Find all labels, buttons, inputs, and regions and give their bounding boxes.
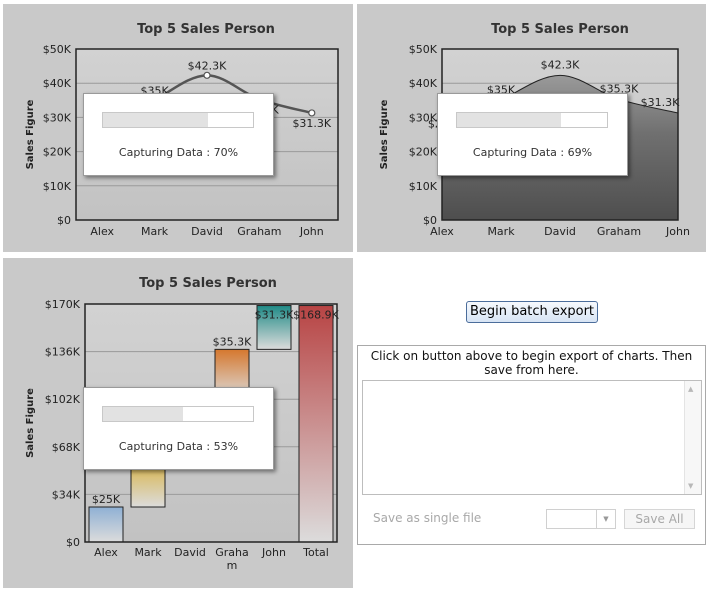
x-tick-label: David xyxy=(544,225,576,238)
y-tick-label: $170K xyxy=(45,298,81,311)
data-label: $42.3K xyxy=(188,59,227,72)
x-tick-label: Alex xyxy=(90,225,114,238)
x-tick-label-line: Alex xyxy=(94,546,118,559)
x-tick-label: Mark xyxy=(134,546,162,559)
y-tick-label: $20K xyxy=(409,146,438,159)
data-label: $168.9K xyxy=(293,309,339,322)
bar xyxy=(298,305,334,543)
data-point xyxy=(203,71,211,79)
y-tick-label: $30K xyxy=(409,111,438,124)
x-tick-label: Graham xyxy=(597,225,641,238)
data-label: $31.3K xyxy=(255,309,294,322)
chart-title: Top 5 Sales Person xyxy=(139,276,277,291)
progress-bar xyxy=(102,112,254,128)
y-tick-label: $10K xyxy=(409,180,438,193)
data-label: $31.3K xyxy=(292,117,331,130)
y-tick-label: $40K xyxy=(43,77,72,90)
scroll-up-icon[interactable]: ▲ xyxy=(688,385,694,393)
export-list[interactable]: ▲ ▼ xyxy=(362,380,702,495)
y-axis-title: Sales Figure xyxy=(25,99,36,169)
x-tick-label: John xyxy=(299,225,324,238)
data-label: $25K xyxy=(92,493,121,506)
y-tick-label: $136K xyxy=(45,346,81,359)
save-all-button[interactable]: Save All xyxy=(624,509,695,529)
progress-bar-fill xyxy=(103,407,183,421)
x-tick-label-line: David xyxy=(174,546,206,559)
x-tick-label: Graham xyxy=(237,225,281,238)
chevron-down-icon[interactable]: ▼ xyxy=(596,510,615,528)
y-axis-title: Sales Figure xyxy=(25,388,36,458)
data-label: $35.3K xyxy=(600,82,639,95)
x-tick-label-line: Mark xyxy=(134,546,162,559)
y-tick-label: $30K xyxy=(43,111,72,124)
x-tick-label: Alex xyxy=(94,546,118,559)
y-tick-label: $0 xyxy=(423,214,437,227)
progress-dialog: Capturing Data : 53% xyxy=(83,387,274,470)
data-label: $31.3K xyxy=(641,96,680,109)
x-tick-label: Mark xyxy=(141,225,169,238)
x-tick-label-line: m xyxy=(227,559,238,572)
x-tick-label: John xyxy=(261,546,286,559)
data-label: $42.3K xyxy=(541,58,580,71)
export-instructions: Click on button above to begin export of… xyxy=(370,349,693,377)
progress-bar-fill xyxy=(103,113,208,127)
y-tick-label: $0 xyxy=(66,536,80,549)
format-select[interactable]: ▼ xyxy=(546,509,616,529)
y-tick-label: $40K xyxy=(409,77,438,90)
progress-dialog: Capturing Data : 70% xyxy=(83,93,274,176)
plot-border xyxy=(75,48,339,221)
progress-bar xyxy=(456,112,608,128)
scroll-down-icon[interactable]: ▼ xyxy=(688,482,694,490)
chart-title: Top 5 Sales Person xyxy=(491,22,629,37)
x-tick-label: David xyxy=(191,225,223,238)
x-tick-label-line: Graha xyxy=(215,546,249,559)
y-tick-label: $102K xyxy=(45,393,81,406)
begin-batch-export-button[interactable]: Begin batch export xyxy=(466,301,598,323)
chart-panel-bar: Top 5 Sales Person $0 $34K $68K $102K $136K $1… xyxy=(3,258,353,588)
progress-text: Capturing Data : 70% xyxy=(118,146,239,159)
chart-panel-area: Top 5 Sales Person $0 $10K $20K $30K $40K $50K… xyxy=(357,4,706,252)
data-point xyxy=(308,109,316,117)
progress-text: Capturing Data : 53% xyxy=(118,440,239,453)
progress-bar xyxy=(102,406,254,422)
x-tick-label: John xyxy=(665,225,690,238)
y-tick-label: $10K xyxy=(43,180,72,193)
chart-panel-line: Top 5 Sales Person $0 $10K $20K $30K $40K $50K… xyxy=(3,4,353,252)
y-tick-label: $34K xyxy=(52,488,81,501)
x-tick-label: Total xyxy=(302,546,329,559)
chart-title: Top 5 Sales Person xyxy=(137,22,275,37)
x-tick-label-line: John xyxy=(261,546,286,559)
y-axis-title: Sales Figure xyxy=(379,99,390,169)
progress-text: Capturing Data : 69% xyxy=(472,146,593,159)
save-as-single-file-label: Save as single file xyxy=(373,511,482,525)
y-tick-label: $20K xyxy=(43,146,72,159)
x-tick-label-line: Total xyxy=(302,546,329,559)
y-tick-label: $68K xyxy=(52,441,81,454)
scrollbar[interactable]: ▲ ▼ xyxy=(684,381,701,494)
y-tick-label: $50K xyxy=(43,43,72,56)
progress-bar-fill xyxy=(457,113,561,127)
progress-dialog: Capturing Data : 69% xyxy=(437,93,628,176)
export-panel: Click on button above to begin export of… xyxy=(357,345,706,545)
y-tick-label: $0 xyxy=(57,214,71,227)
bar xyxy=(256,305,292,350)
data-label: $35.3K xyxy=(213,335,252,348)
x-tick-label: Mark xyxy=(487,225,515,238)
y-tick-label: $50K xyxy=(409,43,438,56)
x-tick-label: David xyxy=(174,546,206,559)
x-tick-label: Alex xyxy=(430,225,454,238)
bar xyxy=(88,506,124,543)
